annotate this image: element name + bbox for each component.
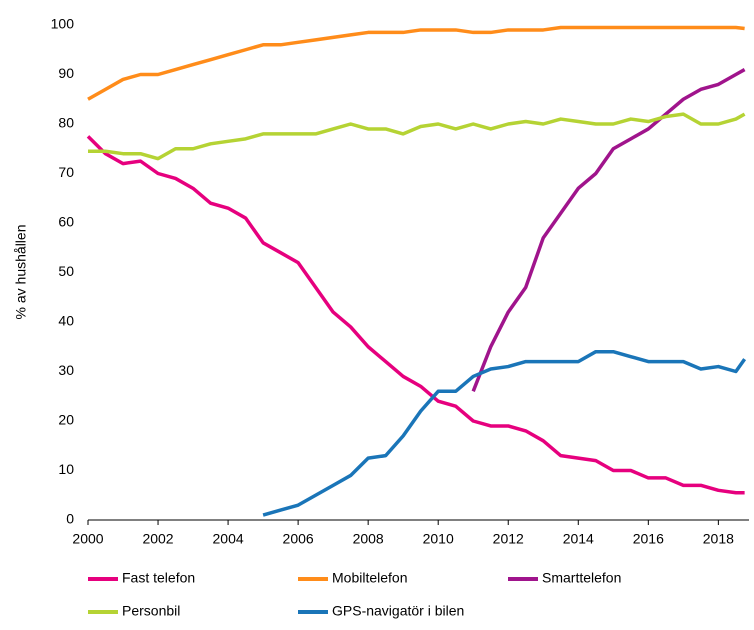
x-tick-label: 2000 [72,531,103,547]
y-tick-label: 80 [58,115,74,131]
x-tick-label: 2006 [283,531,314,547]
y-tick-label: 70 [58,164,74,180]
line [262,349,747,517]
x-tick-label: 2010 [423,531,454,547]
line [471,68,746,392]
legend-label: Personbil [122,603,180,619]
x-tick-label: 2008 [353,531,384,547]
y-tick-label: 0 [66,511,74,527]
y-tick-label: 20 [58,412,74,428]
y-tick-label: 40 [58,313,74,329]
y-tick-label: 10 [58,461,74,477]
legend-label: Mobiltelefon [332,570,408,586]
y-tick-label: 100 [51,16,75,32]
x-tick-label: 2016 [633,531,664,547]
x-tick-label: 2014 [563,531,594,547]
x-tick-label: 2018 [703,531,734,547]
line [86,135,745,495]
y-tick-label: 90 [58,65,74,81]
x-tick-label: 2004 [213,531,244,547]
x-tick-label: 2002 [142,531,173,547]
legend-label: Smarttelefon [542,570,621,586]
y-axis-label: % av hushållen [13,225,29,320]
line [87,25,745,101]
y-tick-label: 30 [58,362,74,378]
x-tick-label: 2012 [493,531,524,547]
y-tick-label: 50 [58,263,74,279]
legend-label: Fast telefon [122,570,195,586]
y-tick-label: 60 [58,214,74,230]
legend-label: GPS-navigatör i bilen [332,603,464,619]
line [88,112,746,161]
